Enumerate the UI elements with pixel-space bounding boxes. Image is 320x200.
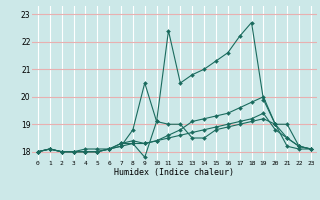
X-axis label: Humidex (Indice chaleur): Humidex (Indice chaleur) (115, 168, 234, 177)
